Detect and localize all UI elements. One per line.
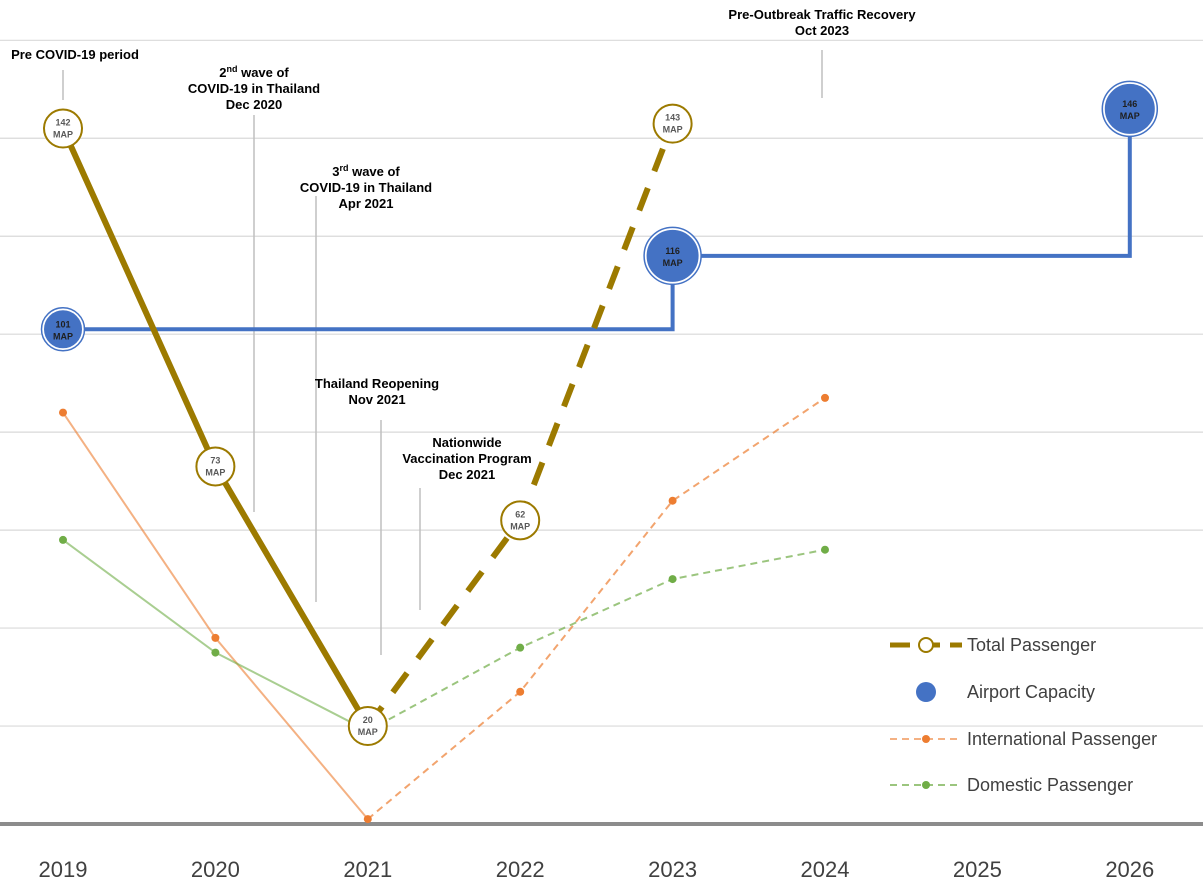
legend: Total Passenger Airport Capacity Internati… xyxy=(890,635,1157,795)
x-tick-label: 2022 xyxy=(496,857,545,882)
capacity-marker-ring xyxy=(40,307,86,352)
annotation-recovery: Pre-Outbreak Traffic Recovery Oct 2023 xyxy=(728,7,916,38)
capacity-value-label: 146 xyxy=(1122,99,1137,109)
x-tick-label: 2024 xyxy=(801,857,850,882)
annotation-pre-covid: Pre COVID-19 period xyxy=(11,47,139,62)
total-value-label: 143 xyxy=(665,113,680,123)
x-tick-label: 2026 xyxy=(1105,857,1154,882)
international-point xyxy=(363,815,372,824)
annotation-reopen: Thailand Reopening Nov 2021 xyxy=(315,376,439,407)
legend-total-marker xyxy=(918,637,934,653)
total-marker: 20 MAP xyxy=(347,706,388,747)
x-tick-label: 2020 xyxy=(191,857,240,882)
series-total-dashed xyxy=(365,122,676,728)
legend-domestic-marker xyxy=(922,781,930,789)
legend-label-international: International Passenger xyxy=(967,729,1157,749)
total-marker: 143 MAP xyxy=(652,103,693,144)
total-value-label: 20 xyxy=(363,715,373,725)
capacity-marker-ring xyxy=(1101,80,1159,138)
domestic-point xyxy=(668,575,677,584)
total-marker: 142 MAP xyxy=(43,108,83,149)
legend-international-marker xyxy=(922,735,930,743)
x-tick-label: 2021 xyxy=(343,857,392,882)
capacity-marker-fill xyxy=(1102,81,1157,136)
capacity-marker: 146 MAP xyxy=(1101,80,1159,138)
total-unit-label: MAP xyxy=(53,129,73,139)
total-value-label: 73 xyxy=(210,455,220,465)
total-marker-circle xyxy=(43,108,83,149)
annotation-wave2: 2nd wave of COVID-19 in Thailand Dec 2020 xyxy=(188,64,320,112)
capacity-value-label: 101 xyxy=(55,319,70,329)
annotation-vaccine: Nationwide Vaccination Program Dec 2021 xyxy=(402,435,531,482)
international-point xyxy=(821,393,829,402)
capacity-marker-ring xyxy=(643,226,702,286)
x-tick-label: 2019 xyxy=(39,857,88,882)
total-marker-circle xyxy=(500,500,541,541)
legend-label-total: Total Passenger xyxy=(967,635,1096,655)
total-unit-label: MAP xyxy=(510,521,530,531)
legend-capacity-marker xyxy=(916,682,936,702)
total-unit-label: MAP xyxy=(358,727,378,737)
international-point xyxy=(211,633,220,642)
total-marker-circle xyxy=(347,706,388,747)
x-ticks: 2019 2020 2021 2022 2023 2024 2025 2026 xyxy=(39,857,1155,882)
capacity-unit-label: MAP xyxy=(663,258,683,268)
international-point xyxy=(516,687,525,696)
total-value-label: 62 xyxy=(515,509,525,519)
total-unit-label: MAP xyxy=(205,467,225,477)
total-marker-circle xyxy=(652,103,693,144)
legend-label-domestic: Domestic Passenger xyxy=(967,775,1133,795)
series-domestic-dashed xyxy=(367,548,826,732)
domestic-point xyxy=(821,545,829,554)
capacity-marker-fill xyxy=(644,227,701,284)
total-marker: 62 MAP xyxy=(500,500,541,541)
international-point xyxy=(59,408,67,417)
total-marker: 73 MAP xyxy=(195,446,236,487)
international-point xyxy=(668,496,677,505)
domestic-point xyxy=(211,648,220,657)
capacity-value-label: 116 xyxy=(665,246,680,256)
annotations: Pre COVID-19 period 2nd wave of COVID-19 i… xyxy=(11,7,916,655)
capacity-unit-label: MAP xyxy=(53,331,73,341)
total-unit-label: MAP xyxy=(663,125,683,135)
domestic-point xyxy=(59,535,67,544)
capacity-marker: 116 MAP xyxy=(643,226,702,286)
legend-label-capacity: Airport Capacity xyxy=(967,682,1095,702)
capacity-marker-fill xyxy=(42,308,84,351)
domestic-point xyxy=(516,643,525,652)
capacity-marker: 101 MAP xyxy=(40,307,86,352)
x-tick-label: 2023 xyxy=(648,857,697,882)
capacity-unit-label: MAP xyxy=(1120,111,1140,121)
series-international-dashed xyxy=(367,397,826,820)
x-tick-label: 2025 xyxy=(953,857,1002,882)
annotation-wave3: 3rd wave of COVID-19 in Thailand Apr 2021 xyxy=(300,163,432,211)
total-marker-circle xyxy=(195,446,236,487)
total-value-label: 142 xyxy=(55,117,70,127)
series-capacity xyxy=(63,108,1132,332)
